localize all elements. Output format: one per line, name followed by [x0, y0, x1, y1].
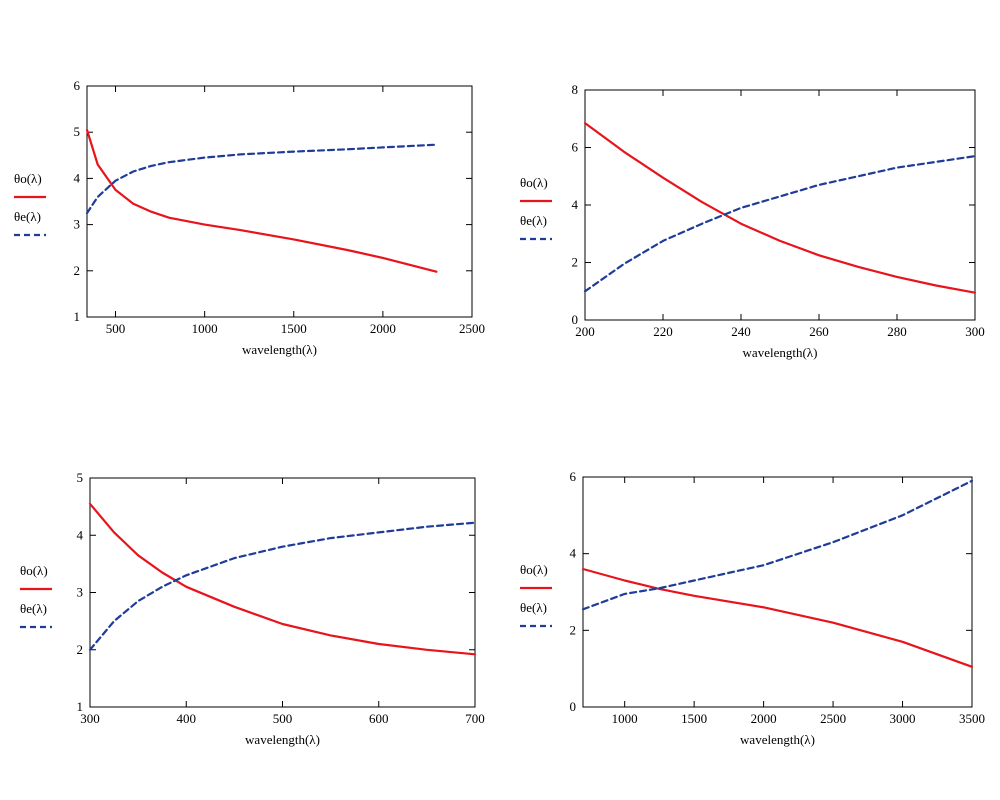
plot-frame	[89, 477, 476, 708]
y-tick-label: 2	[570, 622, 577, 637]
y-tick-label: 5	[74, 124, 81, 139]
plot-frame	[86, 85, 473, 318]
x-tick-label: 240	[731, 324, 751, 339]
legend-label-theta-o: θo(λ)	[14, 171, 42, 186]
series-line-theta-e	[85, 143, 438, 215]
x-tick-label: 500	[106, 321, 126, 336]
x-tick-label: 300	[965, 324, 985, 339]
chart-panel-3: 300 400 500 600 700 1 2 3 4 5 wavelength(λ) θo(λ) θe…	[20, 470, 485, 747]
x-tick-label: 600	[369, 711, 389, 726]
y-tick-label: 8	[572, 82, 579, 97]
legend-label-theta-e: θe(λ)	[20, 601, 47, 616]
x-tick-label: 3500	[959, 711, 985, 726]
x-tick-label: 2000	[751, 711, 777, 726]
y-tick-label: 2	[74, 263, 81, 278]
x-axis-label: wavelength(λ)	[245, 732, 320, 747]
series-line-theta-o	[581, 567, 974, 668]
legend-label-theta-o: θo(λ)	[520, 175, 548, 190]
y-tick-label: 4	[572, 197, 579, 212]
y-tick-label: 1	[77, 699, 84, 714]
series-line-theta-o	[85, 128, 438, 273]
x-tick-label: 300	[80, 711, 100, 726]
x-tick-label: 400	[177, 711, 197, 726]
x-tick-label: 2500	[459, 321, 485, 336]
y-tick-label: 1	[74, 309, 81, 324]
y-tick-label: 4	[570, 546, 577, 561]
x-tick-label: 500	[273, 711, 293, 726]
plot-frame	[584, 89, 976, 321]
x-tick-label: 700	[465, 711, 485, 726]
legend-label-theta-e: θe(λ)	[14, 209, 41, 224]
series-line-theta-e	[581, 479, 974, 611]
y-tick-label: 4	[77, 527, 84, 542]
chart-panel-4: 1000 1500 2000 2500 3000 3500 0 2 4 6 wavelength(λ…	[520, 469, 985, 747]
x-axis-label: wavelength(λ)	[740, 732, 815, 747]
y-tick-label: 2	[572, 255, 579, 270]
x-axis-label: wavelength(λ)	[242, 342, 317, 357]
x-tick-label: 1000	[192, 321, 218, 336]
y-tick-label: 2	[77, 642, 84, 657]
y-tick-label: 6	[570, 469, 577, 484]
y-tick-label: 6	[572, 140, 579, 155]
plot-frame	[582, 476, 973, 708]
series-line-theta-o	[583, 121, 977, 294]
x-tick-label: 280	[887, 324, 907, 339]
x-tick-label: 3000	[890, 711, 916, 726]
y-tick-label: 5	[77, 470, 84, 485]
y-tick-label: 3	[77, 585, 84, 600]
x-tick-label: 1500	[681, 711, 707, 726]
x-tick-label: 200	[575, 324, 595, 339]
x-tick-label: 2000	[370, 321, 396, 336]
y-tick-label: 0	[570, 699, 577, 714]
x-axis-label: wavelength(λ)	[743, 345, 818, 360]
series-line-theta-e	[88, 521, 477, 651]
legend-label-theta-o: θo(λ)	[20, 563, 48, 578]
legend-label-theta-e: θe(λ)	[520, 213, 547, 228]
y-tick-label: 6	[74, 78, 81, 93]
x-tick-label: 220	[653, 324, 673, 339]
x-tick-label: 260	[809, 324, 829, 339]
series-line-theta-e	[583, 155, 977, 293]
x-tick-label: 2500	[820, 711, 846, 726]
legend-label-theta-o: θo(λ)	[520, 562, 548, 577]
legend-label-theta-e: θe(λ)	[520, 600, 547, 615]
y-tick-label: 4	[74, 170, 81, 185]
y-tick-label: 0	[572, 312, 579, 327]
series-line-theta-o	[88, 502, 477, 656]
y-tick-label: 3	[74, 217, 81, 232]
chart-panel-2: 200 220 240 260 280 300 0 2 4 6 8 wavelength(λ) θo(λ…	[520, 82, 985, 360]
x-tick-label: 1000	[612, 711, 638, 726]
chart-panel-1: 500 1000 1500 2000 2500 1 2 3 4 5 6 wavelength(λ) θo…	[14, 78, 485, 357]
x-tick-label: 1500	[281, 321, 307, 336]
